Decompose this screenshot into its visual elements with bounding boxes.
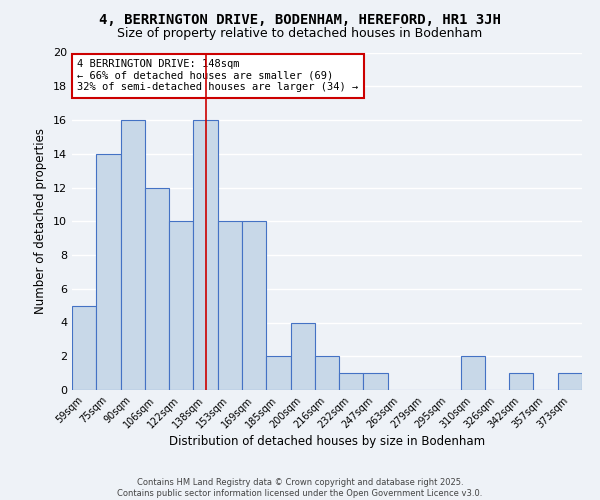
Bar [72, 306, 96, 390]
Bar [218, 221, 242, 390]
Bar [96, 154, 121, 390]
Text: 4, BERRINGTON DRIVE, BODENHAM, HEREFORD, HR1 3JH: 4, BERRINGTON DRIVE, BODENHAM, HEREFORD,… [99, 12, 501, 26]
Bar [121, 120, 145, 390]
Bar [315, 356, 339, 390]
Bar [169, 221, 193, 390]
Bar [290, 322, 315, 390]
Bar [193, 120, 218, 390]
Text: 4 BERRINGTON DRIVE: 148sqm
← 66% of detached houses are smaller (69)
32% of semi: 4 BERRINGTON DRIVE: 148sqm ← 66% of deta… [77, 59, 358, 92]
Text: Size of property relative to detached houses in Bodenham: Size of property relative to detached ho… [118, 28, 482, 40]
Bar [242, 221, 266, 390]
Bar [145, 188, 169, 390]
Bar [364, 373, 388, 390]
Text: Contains HM Land Registry data © Crown copyright and database right 2025.
Contai: Contains HM Land Registry data © Crown c… [118, 478, 482, 498]
Bar [461, 356, 485, 390]
Bar [558, 373, 582, 390]
Y-axis label: Number of detached properties: Number of detached properties [34, 128, 47, 314]
X-axis label: Distribution of detached houses by size in Bodenham: Distribution of detached houses by size … [169, 436, 485, 448]
Bar [509, 373, 533, 390]
Bar [266, 356, 290, 390]
Bar [339, 373, 364, 390]
